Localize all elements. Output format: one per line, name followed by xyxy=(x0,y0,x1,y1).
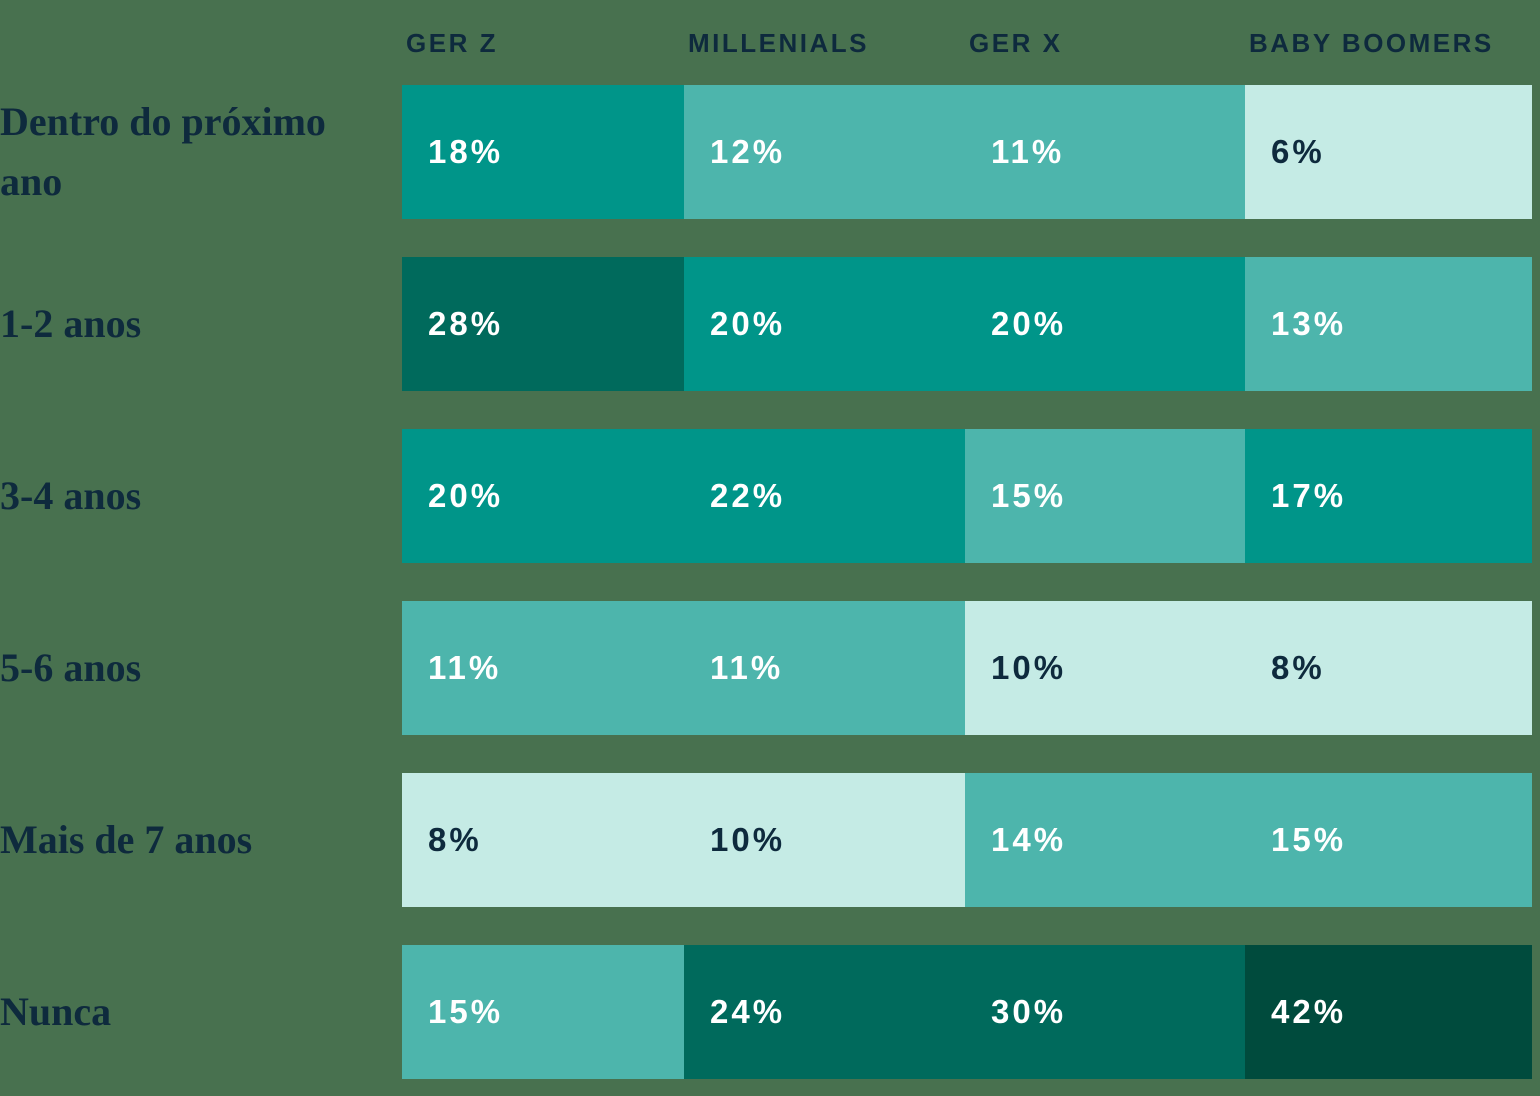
column-headers: GER Z MILLENIALS GER X BABY BOOMERS xyxy=(402,28,1532,59)
heatmap-cell: 17% xyxy=(1245,429,1532,563)
column-header-ger-x: GER X xyxy=(969,28,1063,58)
heatmap-cell: 20% xyxy=(684,257,965,391)
heatmap-rows: Dentro do próximo ano 18% 12% 11% 6% 1-2… xyxy=(0,85,1540,1079)
table-row: 1-2 anos 28% 20% 20% 13% xyxy=(0,257,1540,391)
row-label: 5-6 anos xyxy=(0,645,142,690)
heatmap-cell: 20% xyxy=(965,257,1245,391)
heatmap-cell: 30% xyxy=(965,945,1245,1079)
heatmap-cell: 14% xyxy=(965,773,1245,907)
table-row: Mais de 7 anos 8% 10% 14% 15% xyxy=(0,773,1540,907)
column-header-baby-boomers: BABY BOOMERS xyxy=(1249,28,1494,58)
heatmap-cell: 13% xyxy=(1245,257,1532,391)
table-row: Dentro do próximo ano 18% 12% 11% 6% xyxy=(0,85,1540,219)
heatmap-cell: 10% xyxy=(684,773,965,907)
heatmap-cell: 18% xyxy=(402,85,684,219)
row-label: 3-4 anos xyxy=(0,473,142,518)
heatmap-cell: 8% xyxy=(1245,601,1532,735)
heatmap-cell: 24% xyxy=(684,945,965,1079)
table-row: Nunca 15% 24% 30% 42% xyxy=(0,945,1540,1079)
column-header-ger-z: GER Z xyxy=(406,28,498,58)
heatmap-cell: 15% xyxy=(402,945,684,1079)
heatmap-cell: 8% xyxy=(402,773,684,907)
row-label: Dentro do próximo ano xyxy=(0,99,326,204)
heatmap-cell: 42% xyxy=(1245,945,1532,1079)
heatmap-cell: 11% xyxy=(684,601,965,735)
heatmap-cell: 28% xyxy=(402,257,684,391)
row-label: Mais de 7 anos xyxy=(0,817,253,862)
heatmap-cell: 11% xyxy=(402,601,684,735)
heatmap-cell: 6% xyxy=(1245,85,1532,219)
heatmap-cell: 20% xyxy=(402,429,684,563)
column-header-millenials: MILLENIALS xyxy=(688,28,869,58)
heatmap-cell: 12% xyxy=(684,85,965,219)
heatmap-cell: 15% xyxy=(1245,773,1532,907)
heatmap-cell: 22% xyxy=(684,429,965,563)
table-row: 5-6 anos 11% 11% 10% 8% xyxy=(0,601,1540,735)
heatmap-cell: 10% xyxy=(965,601,1245,735)
row-label: Nunca xyxy=(0,989,112,1034)
heatmap-cell: 15% xyxy=(965,429,1245,563)
table-row: 3-4 anos 20% 22% 15% 17% xyxy=(0,429,1540,563)
row-label: 1-2 anos xyxy=(0,301,142,346)
heatmap-cell: 11% xyxy=(965,85,1245,219)
